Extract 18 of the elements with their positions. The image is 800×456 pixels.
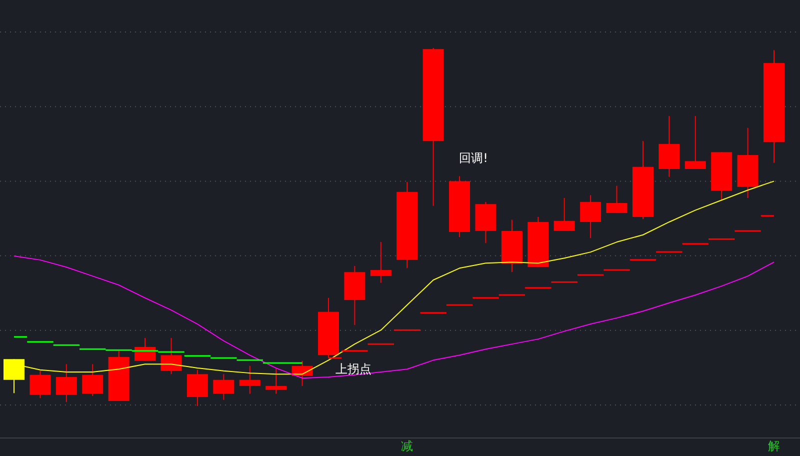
candlestick (213, 374, 234, 400)
candlestick (239, 365, 260, 394)
x-tick-label: 减 (401, 439, 414, 453)
candlestick (82, 364, 104, 396)
candlestick (56, 364, 77, 403)
candlestick (134, 337, 156, 362)
candlestick (160, 337, 182, 375)
x-tick-label: 解 (768, 439, 780, 453)
candlestick (684, 116, 706, 170)
candlestick (606, 185, 628, 214)
annotation: 回调! (459, 151, 488, 165)
annotation: 上拐点 (335, 362, 372, 376)
candlestick (370, 242, 392, 284)
candlestick (30, 370, 51, 399)
candlestick (554, 198, 575, 232)
candlestick (580, 194, 602, 239)
candlestick (266, 368, 287, 394)
candlestick (186, 369, 208, 406)
